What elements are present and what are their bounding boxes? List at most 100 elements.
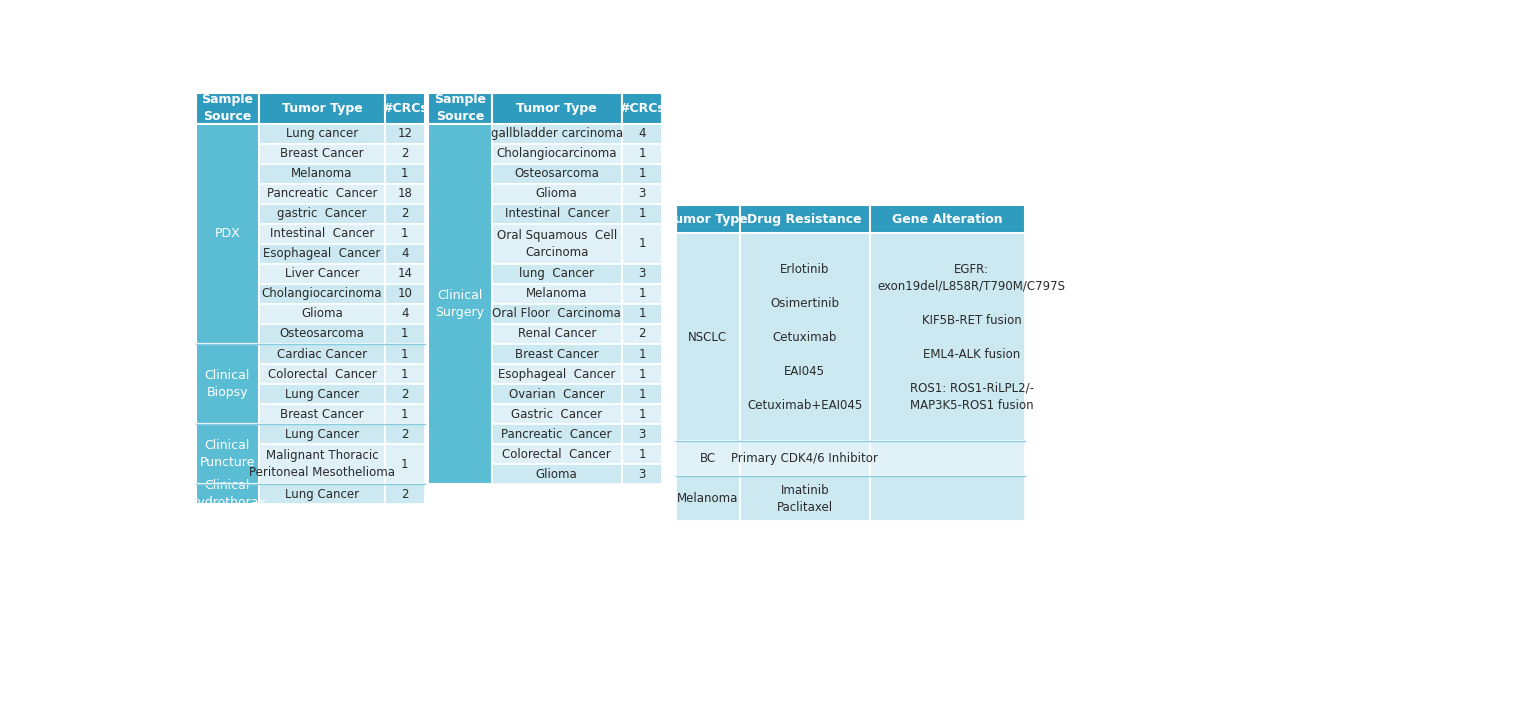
Bar <box>385 304 426 324</box>
Text: 2: 2 <box>401 388 409 401</box>
Bar <box>739 441 870 476</box>
Bar <box>621 464 662 484</box>
Bar <box>195 484 259 504</box>
Text: Intestinal  Cancer: Intestinal Cancer <box>504 207 609 220</box>
Bar <box>492 404 621 424</box>
Text: 3: 3 <box>638 267 645 280</box>
Bar <box>385 344 426 364</box>
Bar <box>259 224 385 244</box>
Text: 1: 1 <box>401 407 409 421</box>
Text: 18: 18 <box>397 187 412 200</box>
Bar <box>492 424 621 444</box>
Bar <box>492 304 621 324</box>
Text: Melanoma: Melanoma <box>291 167 353 180</box>
Bar <box>259 184 385 204</box>
Text: Glioma: Glioma <box>536 467 577 480</box>
Bar <box>429 93 492 124</box>
Text: 14: 14 <box>397 267 412 280</box>
Text: Breast Cancer: Breast Cancer <box>280 147 364 161</box>
Bar <box>259 404 385 424</box>
Bar <box>621 444 662 464</box>
Text: Primary CDK4/6 Inhibitor: Primary CDK4/6 Inhibitor <box>732 452 879 465</box>
Text: Sample
Source: Sample Source <box>201 93 253 123</box>
Text: 1: 1 <box>638 237 645 250</box>
Bar <box>676 476 739 521</box>
Bar <box>621 124 662 144</box>
Bar <box>621 284 662 304</box>
Text: 10: 10 <box>397 288 412 300</box>
Text: 2: 2 <box>638 328 645 341</box>
Bar <box>385 424 426 444</box>
Bar <box>621 93 662 124</box>
Bar <box>621 424 662 444</box>
Text: Glioma: Glioma <box>301 308 342 320</box>
Text: Liver Cancer: Liver Cancer <box>285 267 359 280</box>
Text: NSCLC: NSCLC <box>688 331 727 343</box>
Bar <box>385 384 426 404</box>
Text: 1: 1 <box>638 407 645 421</box>
Text: Melanoma: Melanoma <box>526 288 588 300</box>
Text: Cardiac Cancer: Cardiac Cancer <box>277 348 367 361</box>
Text: Clinical
Surgery: Clinical Surgery <box>435 289 485 319</box>
Bar <box>870 441 1024 476</box>
Text: Esophageal  Cancer: Esophageal Cancer <box>264 247 380 260</box>
Bar <box>492 163 621 184</box>
Text: #CRCs: #CRCs <box>382 102 427 115</box>
Bar <box>195 124 259 344</box>
Text: #CRCs: #CRCs <box>620 102 665 115</box>
Bar <box>492 144 621 163</box>
Text: 1: 1 <box>638 167 645 180</box>
Bar <box>259 364 385 384</box>
Text: Imatinib
Paclitaxel: Imatinib Paclitaxel <box>777 484 833 514</box>
Bar <box>385 404 426 424</box>
Bar <box>492 284 621 304</box>
Bar <box>621 324 662 344</box>
Bar <box>385 364 426 384</box>
Text: Melanoma: Melanoma <box>677 493 738 505</box>
Bar <box>739 233 870 441</box>
Text: Gastric  Cancer: Gastric Cancer <box>511 407 603 421</box>
Bar <box>259 163 385 184</box>
Bar <box>259 424 385 444</box>
Bar <box>621 404 662 424</box>
Text: 1: 1 <box>638 388 645 401</box>
Bar <box>385 284 426 304</box>
Bar <box>259 204 385 224</box>
Text: Tumor Type: Tumor Type <box>517 102 597 115</box>
Bar <box>492 184 621 204</box>
Text: 4: 4 <box>638 128 645 141</box>
Bar <box>621 224 662 264</box>
Text: gallbladder carcinoma: gallbladder carcinoma <box>491 128 623 141</box>
Bar <box>259 344 385 364</box>
Bar <box>621 264 662 284</box>
Text: Colorectal  Cancer: Colorectal Cancer <box>268 368 376 381</box>
Bar <box>259 244 385 264</box>
Bar <box>492 93 621 124</box>
Bar <box>385 144 426 163</box>
Bar <box>621 364 662 384</box>
Text: EGFR:
exon19del/L858R/T790M/C797S

KIF5B-RET fusion

EML4-ALK fusion

ROS1: ROS1: EGFR: exon19del/L858R/T790M/C797S KIF5B-… <box>877 262 1065 412</box>
Text: 4: 4 <box>401 247 409 260</box>
Bar <box>259 304 385 324</box>
Text: Osteosarcoma: Osteosarcoma <box>514 167 598 180</box>
Bar <box>676 441 739 476</box>
Text: Cholangiocarcinoma: Cholangiocarcinoma <box>262 288 382 300</box>
Text: 1: 1 <box>638 308 645 320</box>
Bar <box>621 344 662 364</box>
Bar <box>492 384 621 404</box>
Bar <box>621 384 662 404</box>
Bar <box>259 384 385 404</box>
Bar <box>385 244 426 264</box>
Text: Breast Cancer: Breast Cancer <box>280 407 364 421</box>
Bar <box>259 124 385 144</box>
Bar <box>259 284 385 304</box>
Text: 1: 1 <box>401 167 409 180</box>
Text: 1: 1 <box>638 207 645 220</box>
Text: Lung Cancer: Lung Cancer <box>285 427 359 440</box>
Text: 1: 1 <box>401 457 409 470</box>
Bar <box>492 444 621 464</box>
Text: 1: 1 <box>638 368 645 381</box>
Text: Sample
Source: Sample Source <box>433 93 486 123</box>
Text: Ovarian  Cancer: Ovarian Cancer <box>509 388 604 401</box>
Text: Osteosarcoma: Osteosarcoma <box>279 328 364 341</box>
